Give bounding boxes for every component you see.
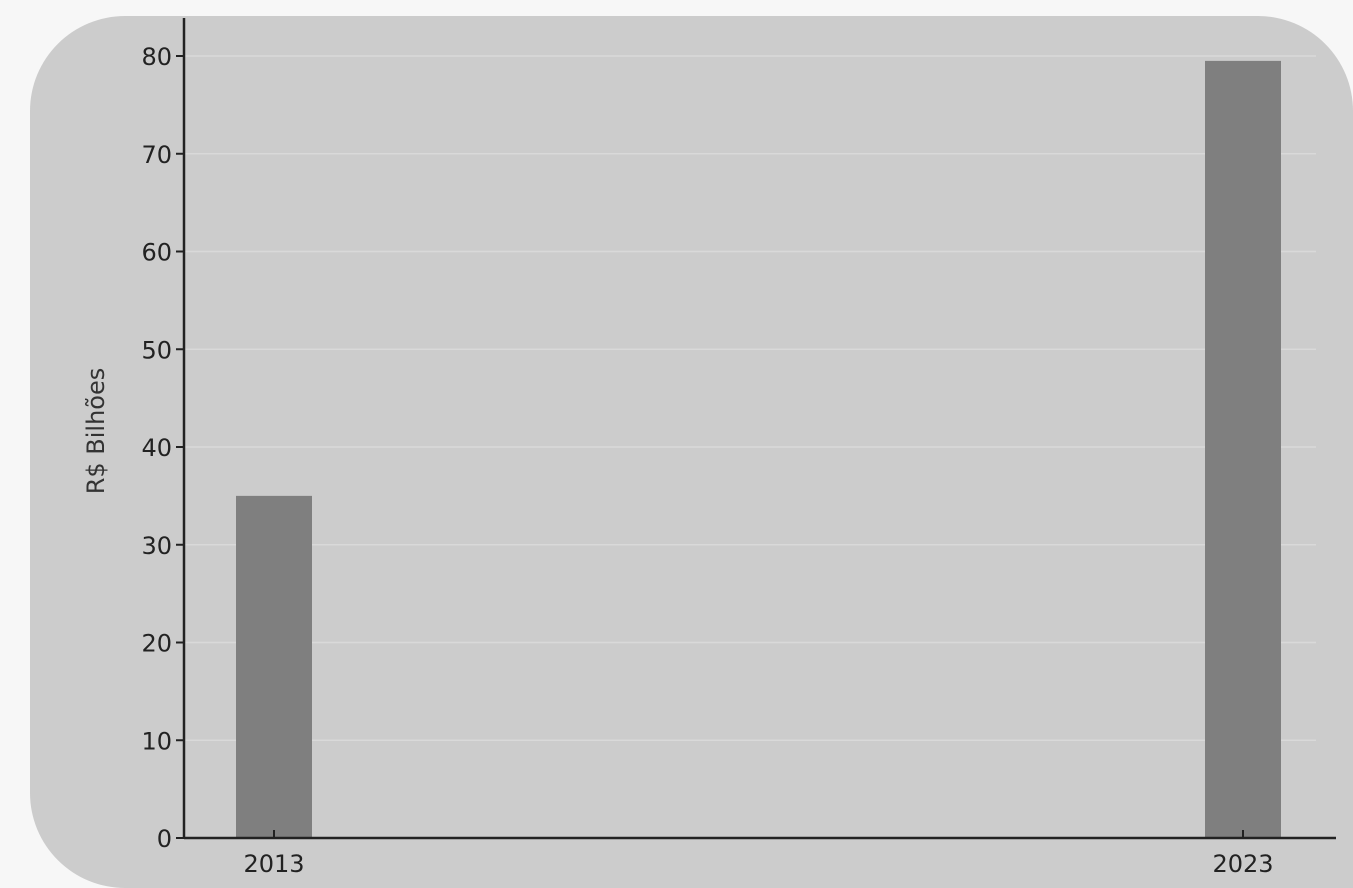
y-axis-ticks: 0 10 20 30 40 50 60 70 80	[141, 43, 184, 853]
gridlines	[184, 55, 1316, 741]
y-tick-label: 80	[141, 43, 172, 71]
x-tick-label: 2013	[243, 850, 304, 878]
y-tick-label: 20	[141, 630, 172, 658]
y-tick-label: 40	[141, 434, 172, 462]
bar-2013	[236, 495, 312, 838]
x-axis-ticks: 2013 2023	[243, 830, 1274, 878]
y-tick-label: 30	[141, 532, 172, 560]
y-axis-title: R$ Bilhões	[82, 368, 110, 495]
x-tick-label: 2023	[1212, 850, 1273, 878]
axes	[182, 18, 1336, 840]
bar-2023	[1205, 60, 1281, 838]
y-tick-label: 60	[141, 239, 172, 267]
y-tick-label: 50	[141, 336, 172, 364]
y-tick-label: 10	[141, 727, 172, 755]
bars	[236, 60, 1281, 838]
y-tick-label: 0	[157, 825, 172, 853]
y-tick-label: 70	[141, 141, 172, 169]
